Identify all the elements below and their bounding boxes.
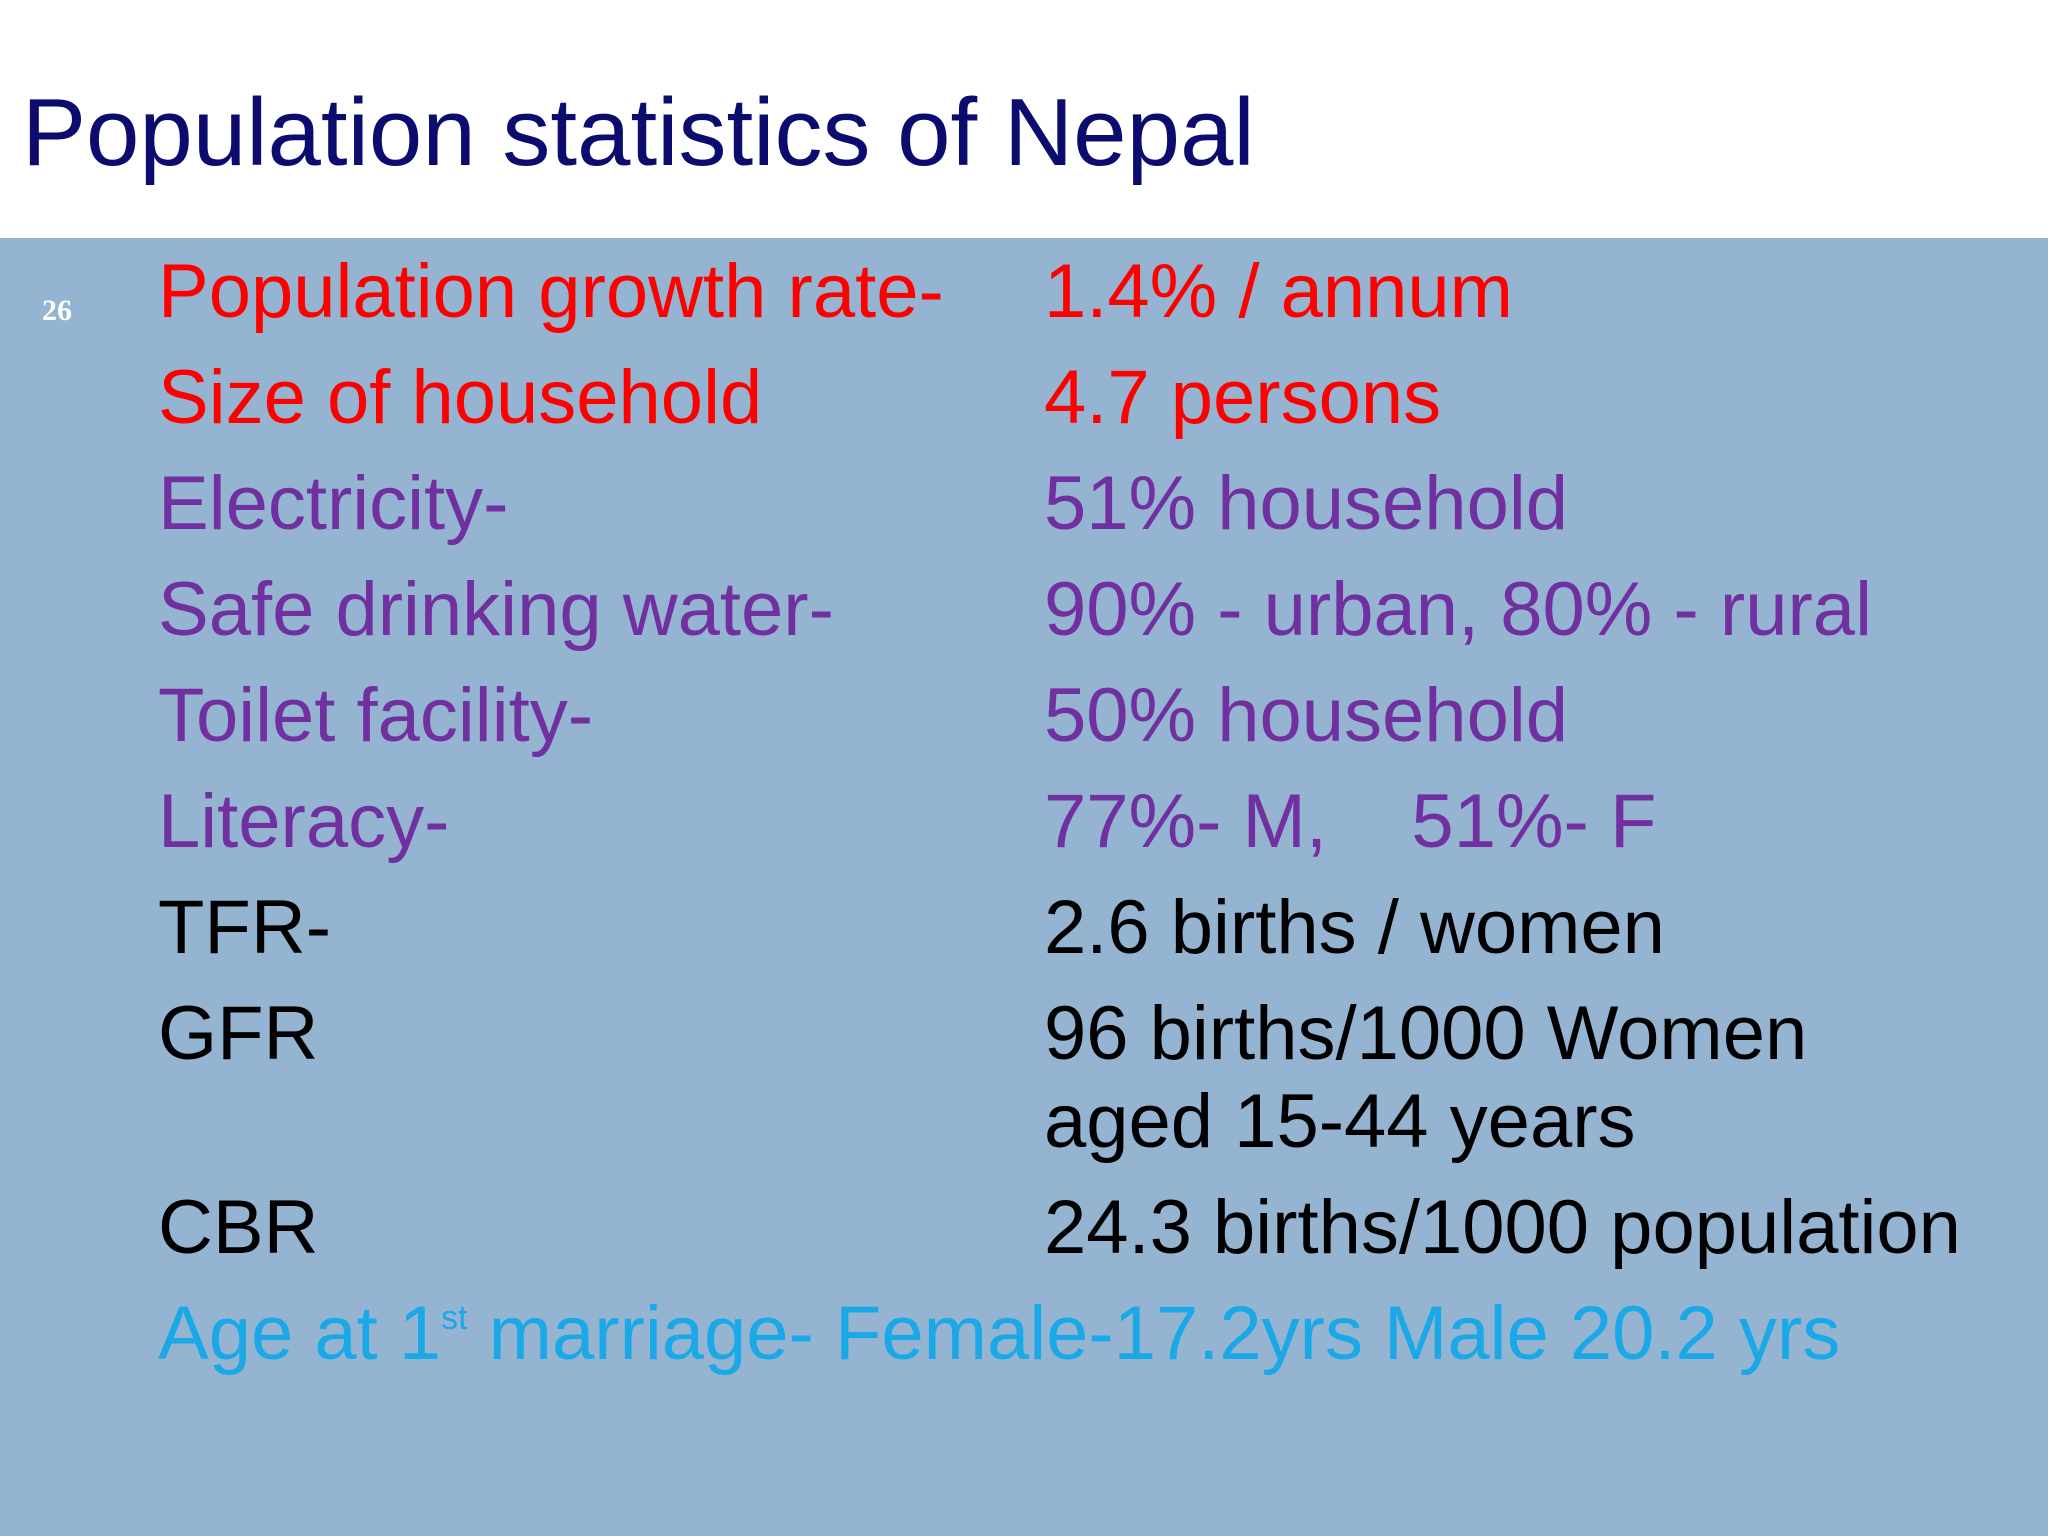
stat-label-toilet: Toilet facility- [158, 673, 593, 758]
stat-value-drinking-water: 90% - urban, 80% - rural [1044, 567, 1872, 652]
marriage-age-line: Age at 1st marriage- Female-17.2yrs Male… [158, 1290, 1840, 1378]
stat-value-electricity: 51% household [1044, 461, 1568, 546]
marriage-suffix: marriage- Female-17.2yrs Male 20.2 yrs [467, 1291, 1841, 1376]
stat-label-cbr: CBR [158, 1185, 319, 1270]
stat-value-literacy: 77%- M, 51%- F [1044, 779, 1657, 864]
page-title: Population statistics of Nepal [22, 79, 1255, 186]
stat-label-growth-rate: Population growth rate- [158, 249, 944, 334]
marriage-ordinal-superscript: st [441, 1299, 468, 1337]
stat-value-cbr: 24.3 births/1000 population [1044, 1185, 1961, 1270]
stat-value-growth-rate: 1.4% / annum [1044, 249, 1513, 334]
stat-label-literacy: Literacy- [158, 779, 450, 864]
stat-label-gfr: GFR [158, 991, 319, 1076]
content-panel [0, 238, 2048, 1536]
stat-label-household-size: Size of household [158, 355, 763, 440]
stat-value-gfr-line1: 96 births/1000 Women [1044, 991, 1808, 1076]
title-area: Population statistics of Nepal [0, 0, 2048, 238]
stat-value-gfr-line2: aged 15-44 years [1044, 1079, 1636, 1164]
stat-value-gfr: 96 births/1000 Women aged 15-44 years [1044, 990, 1807, 1166]
marriage-prefix: Age at 1 [158, 1291, 442, 1376]
stat-label-drinking-water: Safe drinking water- [158, 567, 834, 652]
stat-label-electricity: Electricity- [158, 461, 509, 546]
stat-value-toilet: 50% household [1044, 673, 1568, 758]
stat-value-tfr: 2.6 births / women [1044, 885, 1665, 970]
slide-number: 26 [42, 294, 72, 327]
stat-value-household-size: 4.7 persons [1044, 355, 1442, 440]
stat-label-tfr: TFR- [158, 885, 332, 970]
